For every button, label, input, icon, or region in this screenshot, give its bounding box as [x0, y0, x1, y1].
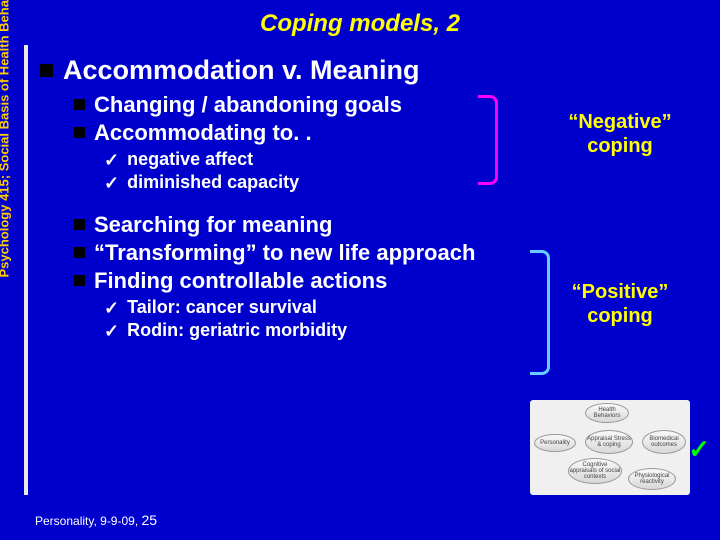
label-line: “Negative”: [568, 111, 671, 133]
square-bullet-icon: [74, 127, 85, 138]
vertical-divider: [24, 45, 28, 495]
bracket-positive: [530, 250, 550, 375]
label-line: “Positive”: [572, 281, 669, 303]
diagram-node: Biomedical outcomes: [642, 430, 686, 454]
diagram-node: Personality: [534, 434, 576, 452]
checkmark-icon: ✓: [104, 150, 119, 171]
sub-heading: Changing / abandoning goals: [94, 92, 402, 118]
square-bullet-icon: [74, 275, 85, 286]
diagram-node: Cognitive appraisals of social contexts: [568, 458, 622, 484]
check-text: negative affect: [127, 149, 253, 170]
main-heading: Accommodation v. Meaning: [63, 55, 420, 86]
diagram-node: Appraisal Stress & coping: [585, 430, 633, 454]
checkmark-icon: ✓: [104, 173, 119, 194]
footer-text: Personality, 9-9-09,: [35, 514, 138, 528]
square-bullet-icon: [74, 247, 85, 258]
square-bullet-icon: [74, 219, 85, 230]
sidebar-course-label: Psychology 415; Social Basis of Health B…: [0, 0, 12, 278]
square-bullet-icon: [74, 99, 85, 110]
green-checkmark-icon: ✓: [688, 434, 710, 465]
sub-bullet: “Transforming” to new life approach: [74, 240, 680, 266]
label-line: coping: [587, 305, 653, 327]
sub-heading: Accommodating to. .: [94, 120, 312, 146]
page-number: 25: [142, 512, 158, 528]
label-line: coping: [587, 135, 653, 157]
slide-title: Coping models, 2: [0, 0, 720, 52]
sub-heading: “Transforming” to new life approach: [94, 240, 475, 266]
checkmark-icon: ✓: [104, 321, 119, 342]
bracket-negative: [478, 95, 498, 185]
diagram-node: Physiological reactivity: [628, 468, 676, 490]
sub-heading: Finding controllable actions: [94, 268, 387, 294]
sub-bullet: Searching for meaning: [74, 212, 680, 238]
footer: Personality, 9-9-09, 25: [35, 512, 157, 528]
label-positive: “Positive” coping: [560, 280, 680, 328]
check-text: diminished capacity: [127, 172, 299, 193]
diagram-node: Health Behaviors: [585, 403, 629, 423]
label-negative: “Negative” coping: [560, 110, 680, 158]
model-diagram: Health Behaviors Appraisal Stress & copin…: [530, 400, 690, 495]
check-text: Tailor: cancer survival: [127, 297, 317, 318]
check-text: Rodin: geriatric morbidity: [127, 320, 347, 341]
square-bullet-icon: [40, 64, 53, 77]
check-item: ✓ diminished capacity: [104, 172, 680, 194]
main-bullet: Accommodation v. Meaning: [40, 55, 680, 86]
checkmark-icon: ✓: [104, 298, 119, 319]
sub-heading: Searching for meaning: [94, 212, 332, 238]
